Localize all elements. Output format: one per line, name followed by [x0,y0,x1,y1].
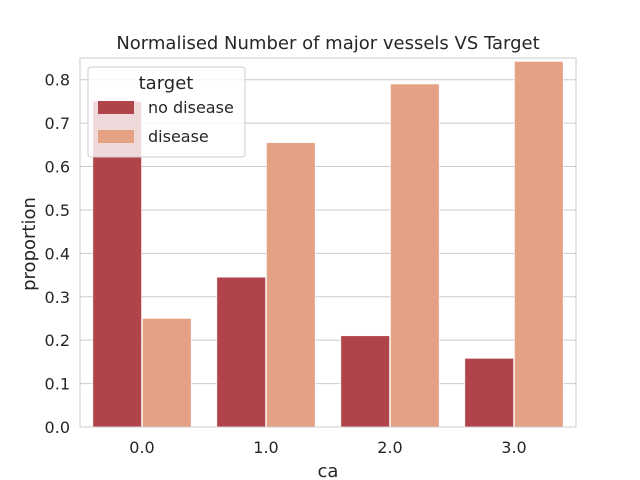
y-tick-label: 0.5 [45,201,70,220]
x-tick-label: 1.0 [253,438,278,457]
bar-no-disease-2.0 [340,335,390,428]
y-tick-label: 0.7 [45,114,70,133]
x-tick-label: 3.0 [501,438,526,457]
bar-disease-1.0 [266,142,316,428]
bar-disease-2.0 [390,83,440,428]
y-tick-label: 0.3 [45,288,70,307]
x-tick-label: 0.0 [129,438,154,457]
y-tick-label: 0.4 [45,244,70,263]
legend-swatch [98,130,134,143]
y-tick-label: 0.8 [45,71,70,90]
x-tick-label: 2.0 [377,438,402,457]
legend-label: no disease [148,98,234,117]
y-tick-label: 0.0 [45,418,70,437]
y-tick-label: 0.2 [45,331,70,350]
chart-title: Normalised Number of major vessels VS Ta… [116,33,539,54]
legend-title: target [139,73,194,94]
plot-frame [79,57,577,428]
bar-disease-0.0 [142,318,192,428]
y-tick-labels: 0.0 0.1 0.2 0.3 0.4 0.5 0.6 0.7 0.8 [45,71,70,437]
y-axis-label: proportion [19,197,40,291]
legend-label: disease [148,127,209,146]
legend-swatch [98,101,134,114]
y-tick-label: 0.6 [45,158,70,177]
x-tick-labels: 0.0 1.0 2.0 3.0 [129,438,526,457]
legend: target no disease disease [87,66,246,158]
bar-no-disease-3.0 [464,358,514,428]
y-tick-label: 0.1 [45,375,70,394]
bar-disease-3.0 [514,61,564,428]
x-axis-label: ca [318,461,339,480]
bar-no-disease-1.0 [216,276,266,428]
